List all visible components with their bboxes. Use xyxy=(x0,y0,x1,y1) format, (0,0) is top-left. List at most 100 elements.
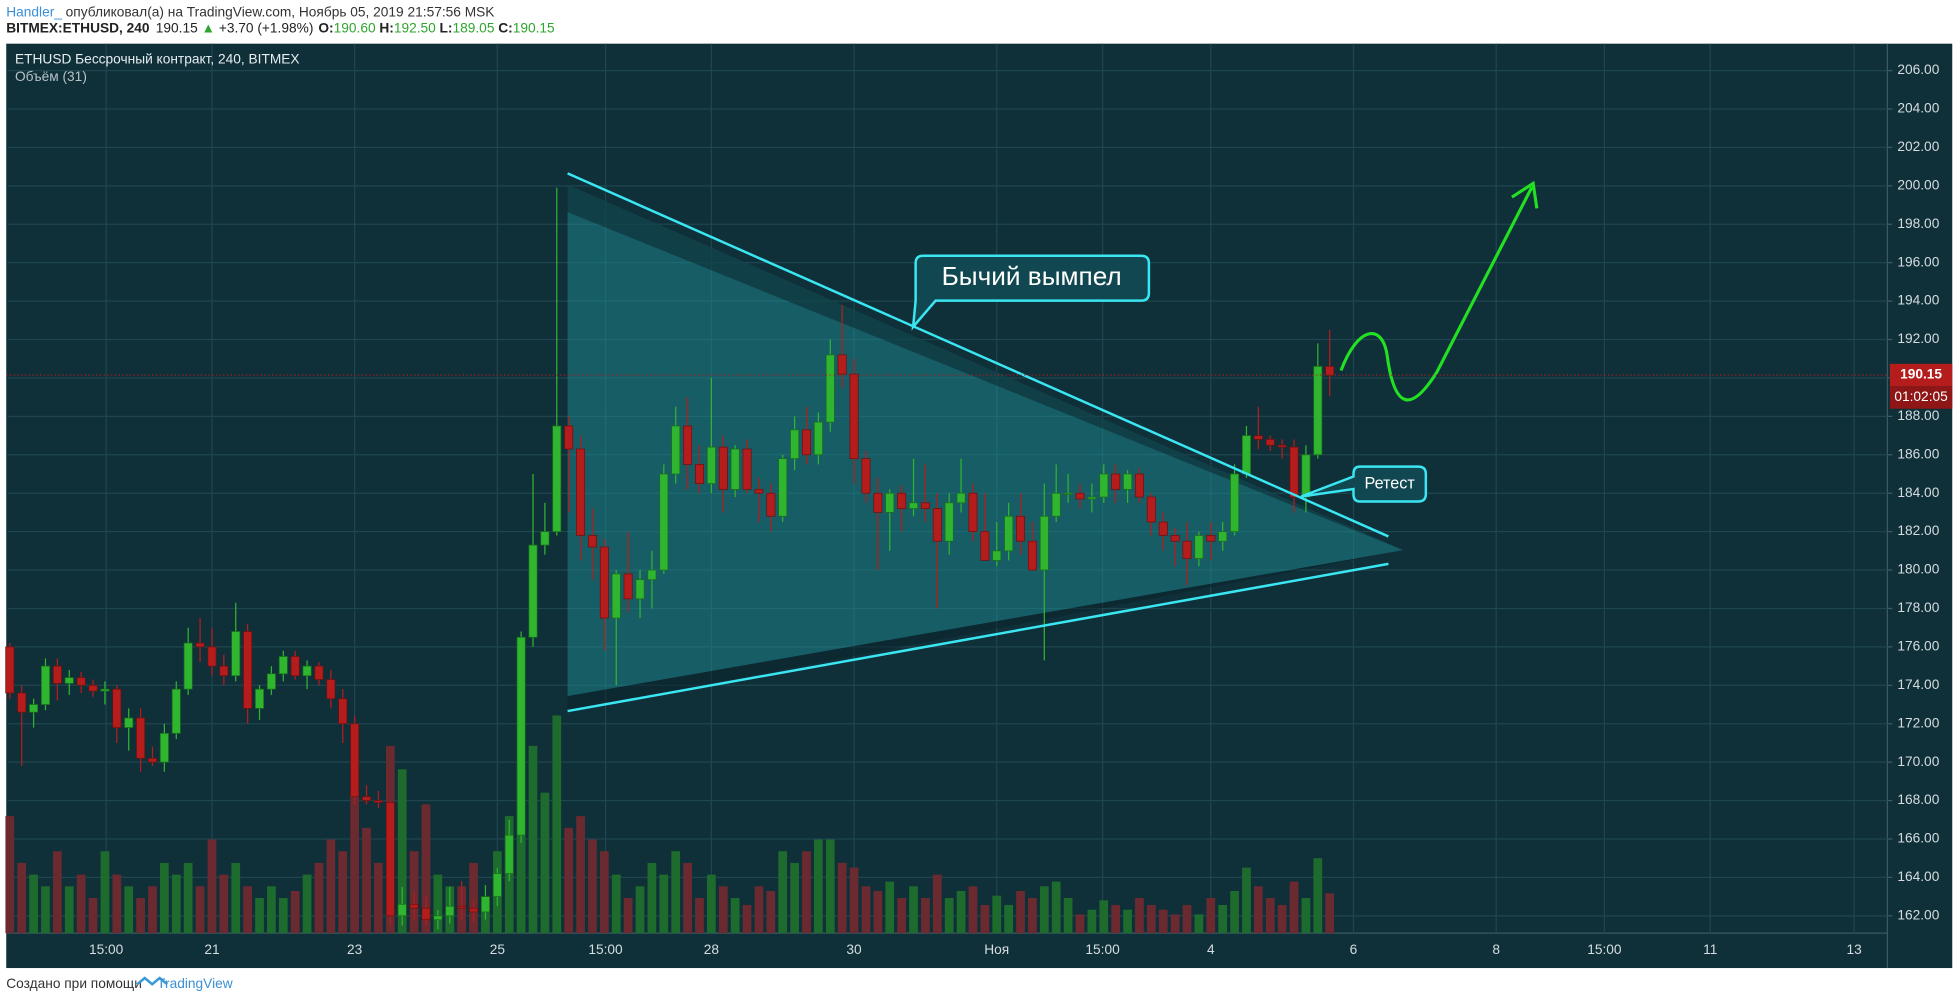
y-tick-label: 164.00 xyxy=(1897,869,1939,884)
candle-body xyxy=(694,464,704,484)
volume-bar xyxy=(742,905,752,934)
arrow: ▲ xyxy=(201,20,215,35)
volume-bar xyxy=(183,862,193,934)
volume-bar xyxy=(290,890,300,934)
volume-bar xyxy=(1123,909,1132,934)
candle-body xyxy=(552,425,562,532)
candle-body xyxy=(683,425,693,465)
arrow-head xyxy=(1511,180,1539,209)
y-tick-label: 170.00 xyxy=(1897,754,1939,769)
volume-bar xyxy=(1111,905,1121,934)
published: опубликовал(а) на TradingView.com, Ноябр… xyxy=(66,4,495,19)
volume-bar xyxy=(909,886,918,934)
volume-bar xyxy=(623,898,633,934)
volume-bar xyxy=(1170,914,1180,934)
x-tick-label: 30 xyxy=(846,942,862,957)
symbol: BITMEX:ETHUSD, 240 xyxy=(6,20,150,35)
x-tick-label: 21 xyxy=(204,942,219,957)
candle-body xyxy=(1230,473,1240,532)
x-tick-label: 25 xyxy=(490,942,506,957)
candle-body xyxy=(1039,515,1049,571)
y-tick-label: 200.00 xyxy=(1897,177,1939,192)
volume-bar xyxy=(219,874,229,934)
candle-body xyxy=(1063,492,1073,495)
candle-body xyxy=(635,579,645,600)
candle-body xyxy=(790,429,800,460)
volume-bar xyxy=(160,862,169,934)
candle-body xyxy=(1027,540,1037,571)
volume-bar xyxy=(1135,898,1144,934)
candle-body xyxy=(302,665,312,677)
candle-body xyxy=(492,873,502,897)
volume-bar xyxy=(837,862,847,934)
y-tick-label: 188.00 xyxy=(1897,408,1939,423)
last-price-label: 190.15 xyxy=(1900,367,1942,382)
volume-bar xyxy=(5,816,15,934)
volume-bar xyxy=(1004,905,1014,934)
callout-box xyxy=(911,254,1151,331)
volume-bar xyxy=(374,862,383,934)
volume-bar xyxy=(1087,909,1097,934)
candle-body xyxy=(124,717,134,728)
x-tick-label: Ноя xyxy=(984,942,1009,957)
volume-bar xyxy=(944,898,954,934)
volume-bar xyxy=(1206,898,1216,934)
footer-brand[interactable]: TradingView xyxy=(157,976,233,991)
candle-body xyxy=(1301,454,1311,498)
candle-body xyxy=(599,546,609,619)
candle-body xyxy=(873,492,883,513)
candle-body xyxy=(1099,473,1109,498)
volume-bar xyxy=(64,886,74,934)
candle-body xyxy=(1170,535,1180,542)
volume-bar xyxy=(552,715,562,934)
volume-bar xyxy=(695,898,704,934)
volume-bar xyxy=(195,886,205,934)
candle-body xyxy=(980,531,990,561)
volume-bar xyxy=(528,745,538,934)
candle-body xyxy=(373,800,383,803)
volume-bar xyxy=(243,886,252,934)
candle-body xyxy=(409,903,419,909)
volume-bar xyxy=(1099,900,1109,934)
x-tick-label: 15:00 xyxy=(1587,942,1622,957)
candle-body xyxy=(742,448,752,490)
candle-body xyxy=(1123,473,1133,490)
callout-box xyxy=(1300,465,1428,503)
candle-body xyxy=(76,677,86,686)
last-price-box xyxy=(1889,363,1953,387)
candle-body xyxy=(1194,535,1204,559)
volume-bar xyxy=(1230,890,1239,934)
author[interactable]: Handler_ xyxy=(6,4,62,19)
candle-body xyxy=(469,907,479,913)
candle-body xyxy=(802,429,811,456)
volume-bar xyxy=(29,874,38,934)
candle-body xyxy=(718,446,728,490)
volume-bar xyxy=(647,862,657,934)
candle-body xyxy=(1313,366,1323,456)
candle-body xyxy=(219,665,229,677)
candle-body xyxy=(266,673,276,690)
y-tick-label: 186.00 xyxy=(1897,446,1939,461)
volume-bar xyxy=(921,898,930,934)
volume-bar xyxy=(885,881,895,934)
candle-body xyxy=(706,446,716,484)
candle-body xyxy=(623,573,633,600)
candle-body xyxy=(255,688,265,709)
candle-body xyxy=(992,550,1002,561)
candle-body xyxy=(64,677,74,684)
candle-body xyxy=(159,732,169,763)
volume-bar xyxy=(421,804,431,934)
volume-bar xyxy=(861,886,871,934)
volume-bar xyxy=(207,839,217,934)
volume-bar xyxy=(980,905,990,934)
volume-bar xyxy=(1289,881,1299,934)
candle-body xyxy=(207,646,217,667)
candle-body xyxy=(326,679,336,700)
candle-body xyxy=(433,915,443,921)
x-tick-label: 28 xyxy=(704,942,720,957)
y-tick-label: 196.00 xyxy=(1897,254,1939,269)
volume-bar xyxy=(564,827,574,934)
x-tick-label: 4 xyxy=(1207,942,1215,957)
